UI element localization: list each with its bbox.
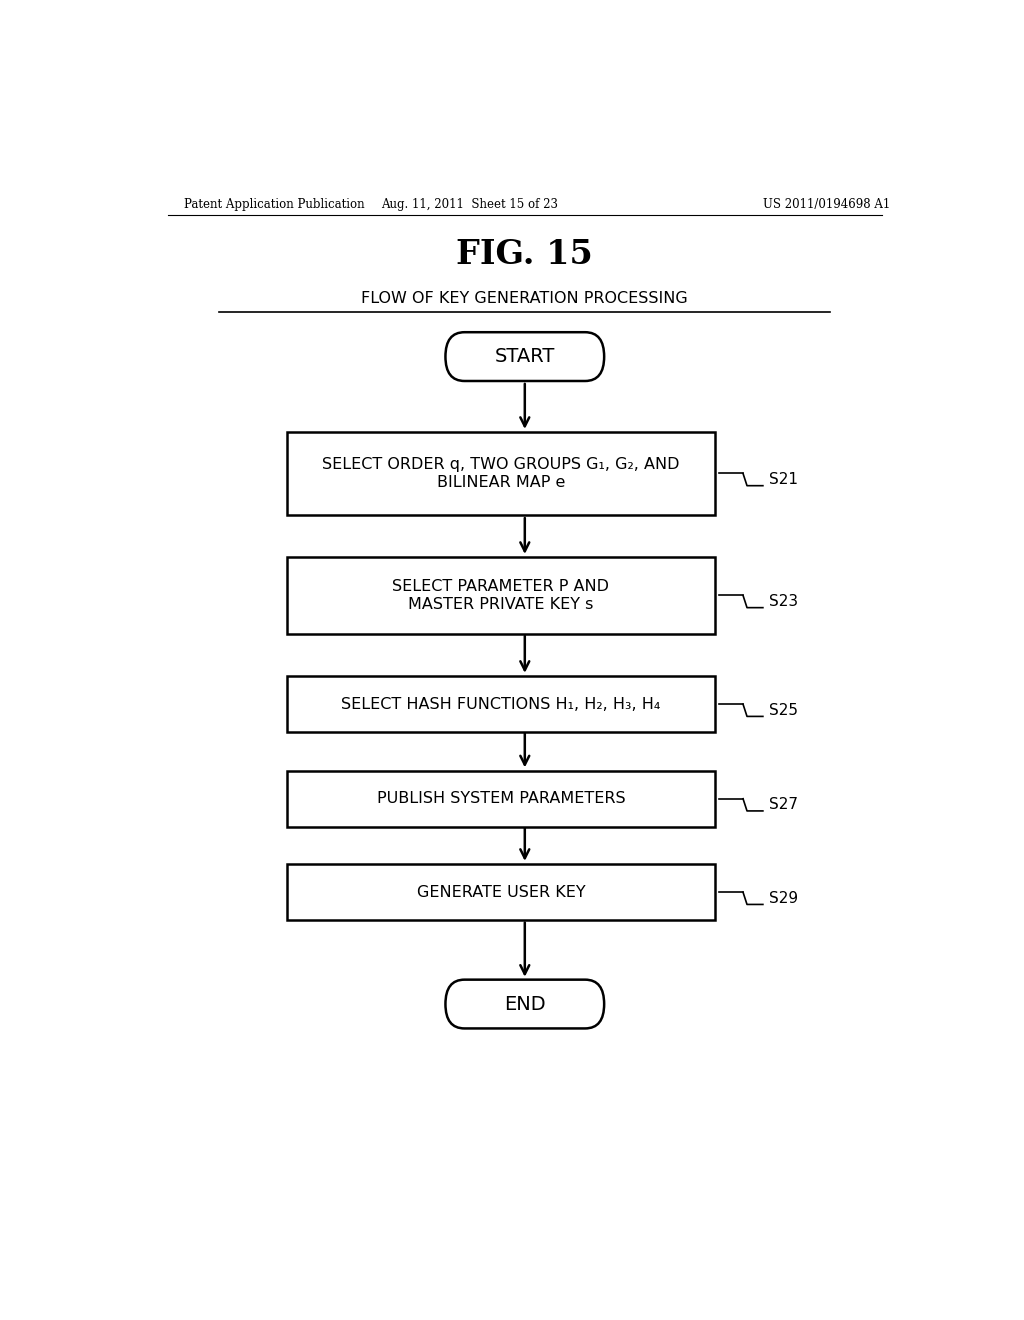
FancyBboxPatch shape xyxy=(287,676,715,733)
Text: S21: S21 xyxy=(769,473,799,487)
Text: FIG. 15: FIG. 15 xyxy=(457,239,593,272)
FancyBboxPatch shape xyxy=(445,333,604,381)
Text: S23: S23 xyxy=(769,594,799,609)
Text: FLOW OF KEY GENERATION PROCESSING: FLOW OF KEY GENERATION PROCESSING xyxy=(361,292,688,306)
Text: Patent Application Publication: Patent Application Publication xyxy=(183,198,365,211)
Text: S27: S27 xyxy=(769,797,799,812)
Text: S25: S25 xyxy=(769,702,799,718)
FancyBboxPatch shape xyxy=(445,979,604,1028)
FancyBboxPatch shape xyxy=(287,771,715,826)
FancyBboxPatch shape xyxy=(287,865,715,920)
Text: Aug. 11, 2011  Sheet 15 of 23: Aug. 11, 2011 Sheet 15 of 23 xyxy=(381,198,558,211)
Text: GENERATE USER KEY: GENERATE USER KEY xyxy=(417,884,586,900)
Text: END: END xyxy=(504,994,546,1014)
Text: S29: S29 xyxy=(769,891,799,906)
Text: SELECT HASH FUNCTIONS H₁, H₂, H₃, H₄: SELECT HASH FUNCTIONS H₁, H₂, H₃, H₄ xyxy=(341,697,660,711)
Text: SELECT PARAMETER P AND
MASTER PRIVATE KEY s: SELECT PARAMETER P AND MASTER PRIVATE KE… xyxy=(392,579,609,611)
Text: START: START xyxy=(495,347,555,366)
Text: US 2011/0194698 A1: US 2011/0194698 A1 xyxy=(763,198,890,211)
FancyBboxPatch shape xyxy=(287,557,715,634)
Text: SELECT ORDER q, TWO GROUPS G₁, G₂, AND
BILINEAR MAP e: SELECT ORDER q, TWO GROUPS G₁, G₂, AND B… xyxy=(323,457,680,490)
FancyBboxPatch shape xyxy=(287,432,715,515)
Text: PUBLISH SYSTEM PARAMETERS: PUBLISH SYSTEM PARAMETERS xyxy=(377,791,626,807)
